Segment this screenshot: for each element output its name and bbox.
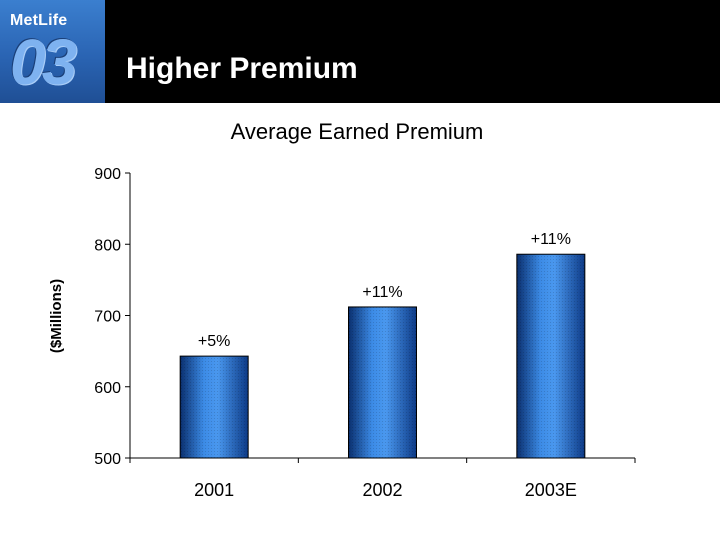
slide-header: MetLife 03 Higher Premium	[0, 0, 720, 103]
data-label-2003E: +11%	[531, 231, 571, 248]
y-tick-label: 500	[94, 451, 121, 468]
x-tick-label: 2001	[194, 480, 234, 500]
bar-chart: Average Earned Premium ($Millions) 500 60…	[48, 119, 636, 500]
metlife-logo: MetLife 03	[0, 0, 105, 103]
bar-group-2001: +5% 2001	[179, 333, 249, 500]
x-tick-label: 2003E	[525, 480, 577, 500]
bar-group-2002: +11% 2002	[348, 284, 417, 500]
chart-bars: +5% 2001 +11% 2002 +11% 2003E	[179, 231, 586, 500]
bar-texture-2001	[180, 356, 249, 458]
chart-title: Average Earned Premium	[231, 119, 484, 144]
data-label-2002: +11%	[362, 284, 402, 301]
y-axis-label: ($Millions)	[48, 279, 65, 353]
y-tick-label: 700	[94, 309, 121, 326]
y-tick-label: 600	[94, 380, 121, 397]
y-tick-label: 800	[94, 237, 121, 254]
logo-brand: MetLife	[10, 12, 68, 29]
y-tick-label: 900	[94, 166, 121, 183]
x-tick-label: 2002	[362, 480, 402, 500]
bar-group-2003E: +11% 2003E	[516, 231, 586, 500]
bar-texture-2003E	[516, 254, 585, 458]
slide-title: Higher Premium	[126, 52, 358, 85]
data-label-2001: +5%	[198, 333, 230, 350]
bar-texture-2002	[348, 306, 417, 458]
logo-year: 03	[10, 26, 77, 98]
